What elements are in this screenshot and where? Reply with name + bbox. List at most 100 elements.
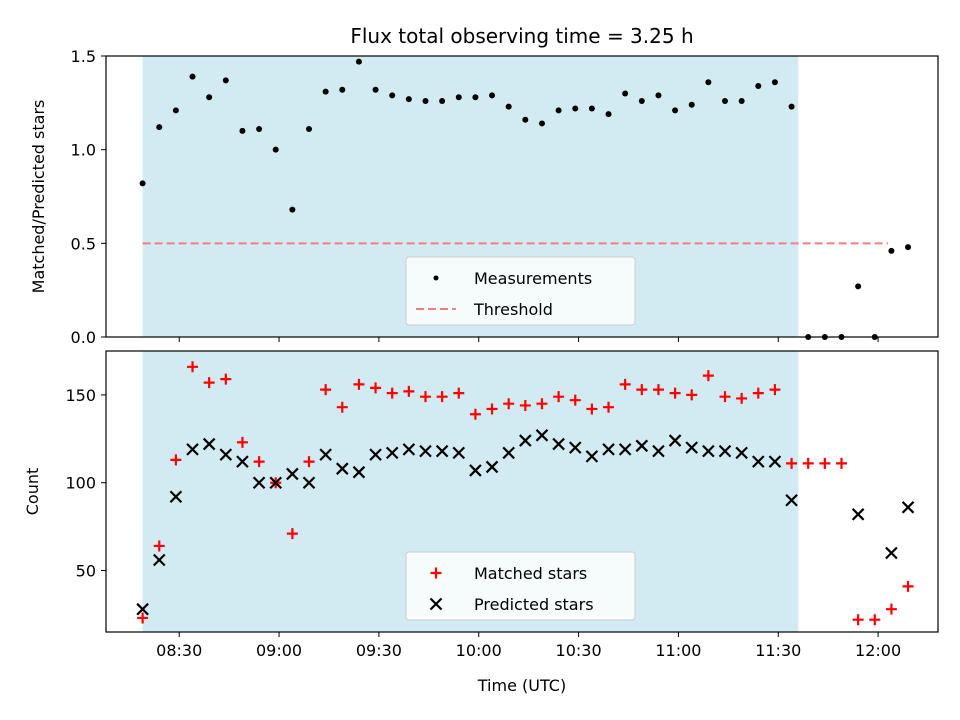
data-point <box>752 387 764 399</box>
data-point <box>605 111 612 118</box>
data-point <box>752 455 765 468</box>
data-point <box>385 446 399 460</box>
chart-title: Flux total observing time = 3.25 h <box>350 24 693 48</box>
data-point <box>755 82 762 89</box>
legend-label: Threshold <box>473 300 553 319</box>
y-tick-label: 1.5 <box>71 47 96 66</box>
data-point <box>152 553 166 567</box>
legend-marker <box>430 567 442 579</box>
data-point <box>320 384 332 396</box>
data-point <box>901 501 915 514</box>
data-point <box>386 387 398 399</box>
data-point <box>503 398 515 410</box>
data-point <box>519 434 532 447</box>
data-point <box>603 401 615 413</box>
data-point <box>339 86 346 93</box>
y-tick-label: 1.0 <box>71 141 96 160</box>
data-point <box>885 546 898 560</box>
data-point <box>139 180 146 187</box>
data-point <box>885 603 897 615</box>
data-point <box>771 79 778 86</box>
data-point <box>455 94 462 101</box>
x-tick-label: 11:30 <box>755 641 801 660</box>
data-point <box>668 434 682 447</box>
legend-box <box>405 256 636 326</box>
data-point <box>835 457 847 469</box>
data-point <box>336 462 349 475</box>
data-point <box>319 448 332 461</box>
data-point <box>786 457 798 469</box>
data-point <box>686 389 698 401</box>
data-point <box>236 436 248 448</box>
legend: Measurements Threshold <box>405 256 636 326</box>
data-point <box>472 94 479 101</box>
data-point <box>552 437 565 451</box>
data-point <box>702 370 714 382</box>
data-point <box>635 439 649 453</box>
data-point <box>286 528 298 540</box>
x-tick-label: 10:30 <box>556 641 602 660</box>
data-point <box>222 77 229 84</box>
data-point <box>169 490 183 504</box>
legend-label: Predicted stars <box>474 595 594 614</box>
y-tick-label: 100 <box>65 474 96 493</box>
data-point <box>568 441 582 454</box>
x-tick-label: 11:00 <box>655 641 701 660</box>
data-point <box>187 361 199 373</box>
data-point <box>202 437 216 451</box>
data-point <box>852 614 864 626</box>
data-point <box>588 105 595 112</box>
data-point <box>153 540 165 552</box>
data-point <box>452 446 466 460</box>
data-point <box>522 116 529 123</box>
data-point <box>636 384 648 396</box>
data-point <box>352 465 366 479</box>
y-tick-label: 0.5 <box>71 234 96 253</box>
data-point <box>355 58 362 65</box>
x-tick-label: 09:00 <box>256 641 302 660</box>
data-point <box>769 384 781 396</box>
data-point <box>788 103 795 110</box>
data-point <box>505 103 512 110</box>
top-panel: 0.0 0.5 1.0 1.5 Matched/Predicted stars Measu… <box>29 47 939 347</box>
data-point <box>405 96 412 103</box>
bottom-panel: 08:30 09:00 09:30 10:00 10:30 11:00 11:30 12:00… <box>23 350 939 660</box>
data-point <box>855 283 862 290</box>
data-point <box>422 97 429 104</box>
data-point <box>419 391 431 403</box>
y-tick-label: 150 <box>65 386 96 405</box>
data-point <box>172 107 179 114</box>
x-axis-title: Time (UTC) <box>477 676 566 695</box>
data-point <box>253 456 265 468</box>
data-point <box>252 476 266 489</box>
data-point <box>652 444 665 458</box>
data-point <box>219 448 233 461</box>
data-point <box>435 444 449 458</box>
data-point <box>785 494 798 507</box>
data-point <box>702 444 715 458</box>
data-point <box>738 97 745 104</box>
data-point <box>705 79 712 86</box>
data-point <box>303 456 315 468</box>
series-predicted-stars <box>136 429 915 616</box>
data-point <box>819 457 831 469</box>
data-point <box>203 377 215 389</box>
data-point <box>555 107 562 114</box>
data-point <box>572 105 579 112</box>
data-point <box>439 97 446 104</box>
data-point <box>655 92 662 99</box>
legend-label: Measurements <box>474 269 592 288</box>
data-point <box>239 127 246 134</box>
series-measurements <box>139 58 912 340</box>
data-point <box>585 450 599 463</box>
data-point <box>272 146 279 153</box>
legend-box <box>405 551 636 621</box>
axes-frame <box>105 350 939 633</box>
data-point <box>905 244 912 251</box>
data-point <box>186 443 199 456</box>
data-point <box>768 455 782 468</box>
data-point <box>586 403 598 415</box>
data-point <box>170 454 182 466</box>
y-axis-title: Matched/Predicted stars <box>29 100 48 294</box>
